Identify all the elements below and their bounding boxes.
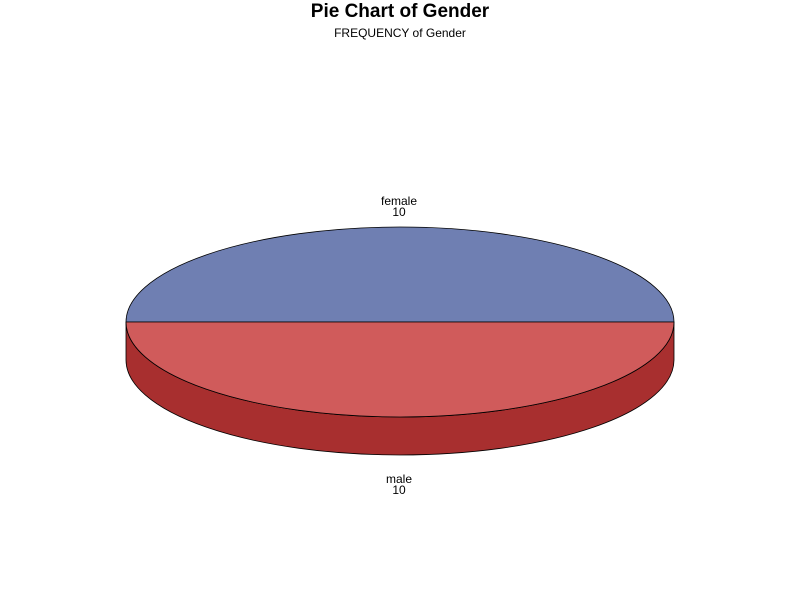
slice-label-female: female <box>381 194 417 208</box>
pie-slice-male <box>125 321 675 418</box>
slice-label-male: male <box>386 472 412 486</box>
slice-value-male: 10 <box>392 483 406 497</box>
chart-title: Pie Chart of Gender <box>311 1 490 22</box>
pie-slice-female <box>125 226 675 323</box>
pie-slices <box>125 226 675 418</box>
chart-subtitle: FREQUENCY of Gender <box>334 26 466 40</box>
slice-value-female: 10 <box>392 205 406 219</box>
